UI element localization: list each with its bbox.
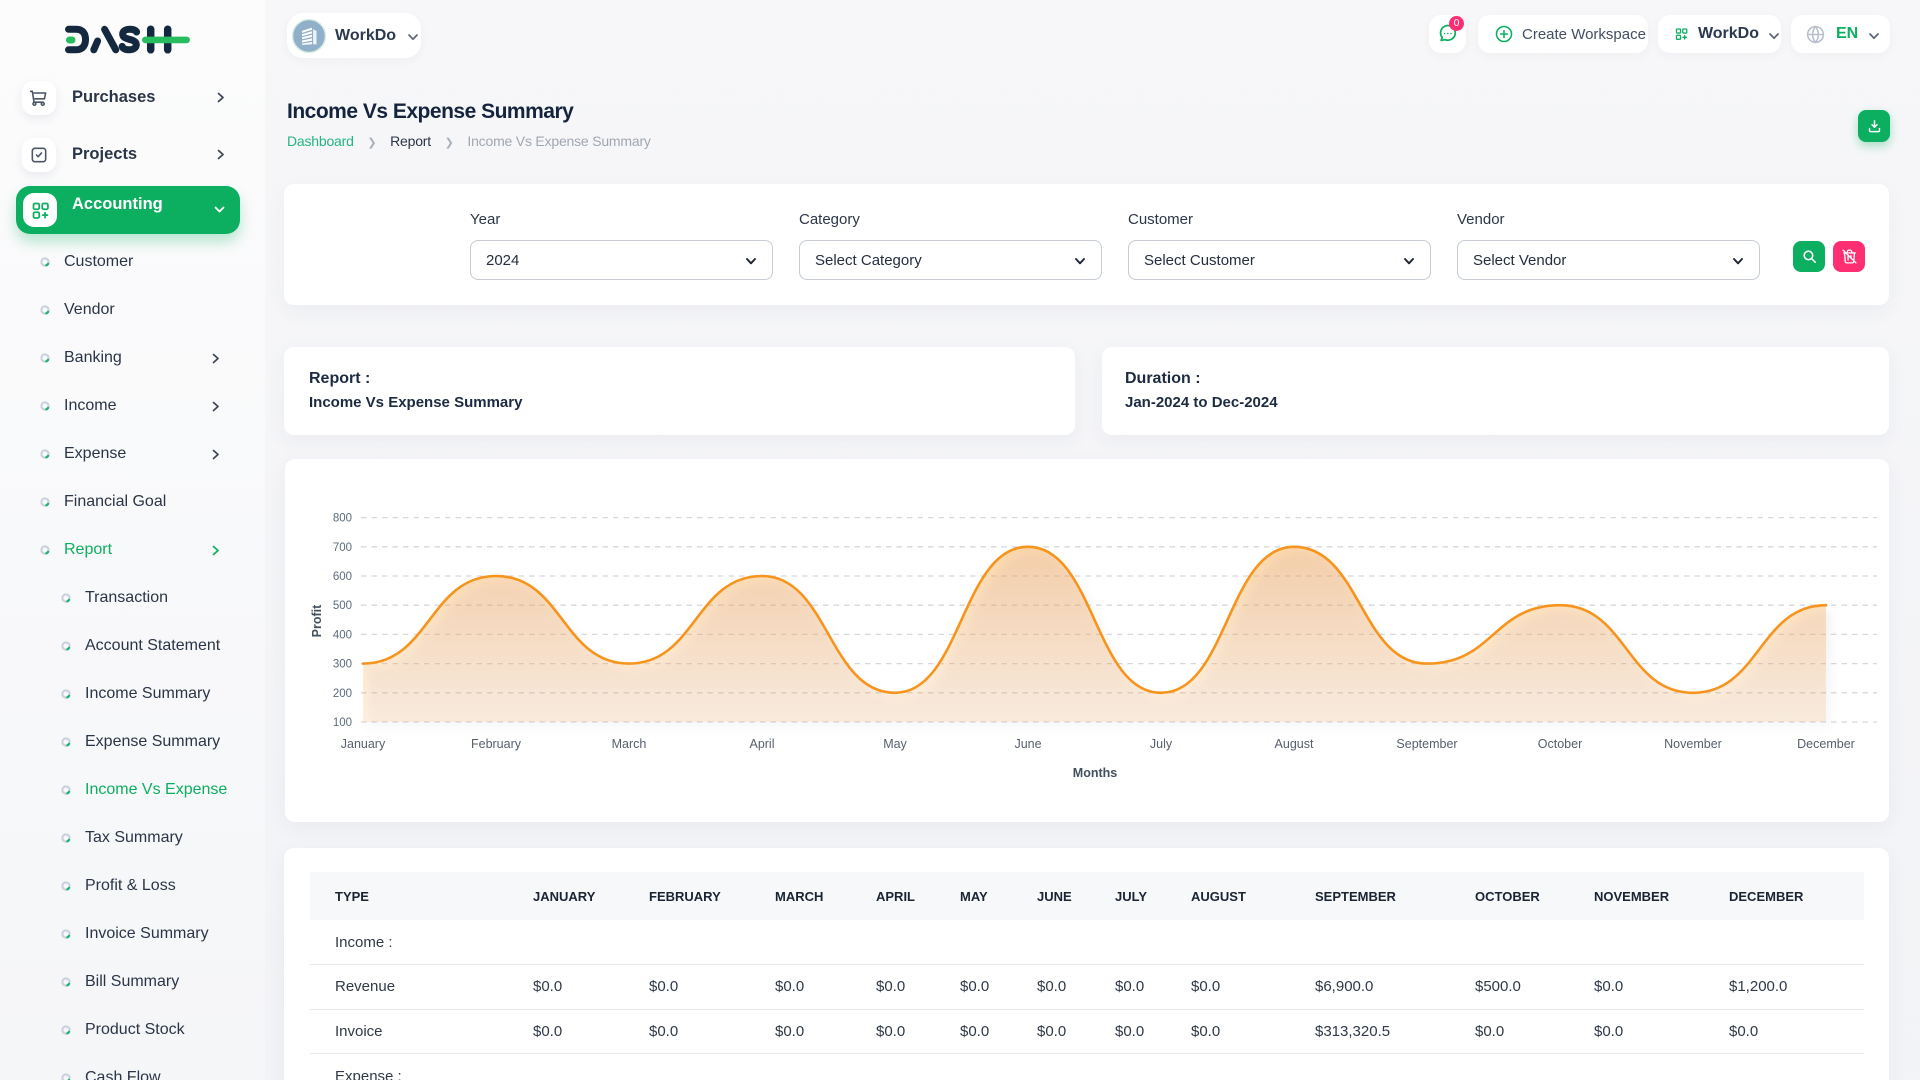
svg-text:July: July xyxy=(1150,737,1173,751)
svg-text:700: 700 xyxy=(333,542,352,554)
svg-text:November: November xyxy=(1664,737,1722,751)
svg-text:January: January xyxy=(341,737,386,751)
svg-text:October: October xyxy=(1538,737,1582,751)
svg-text:200: 200 xyxy=(333,688,352,700)
svg-text:June: June xyxy=(1014,737,1041,751)
svg-text:100: 100 xyxy=(333,717,352,729)
svg-text:December: December xyxy=(1797,737,1855,751)
svg-text:April: April xyxy=(749,737,774,751)
svg-text:300: 300 xyxy=(333,659,352,671)
svg-text:600: 600 xyxy=(333,571,352,583)
svg-text:August: August xyxy=(1275,737,1314,751)
svg-text:400: 400 xyxy=(333,629,352,641)
svg-text:500: 500 xyxy=(333,600,352,612)
svg-text:February: February xyxy=(471,737,522,751)
svg-text:800: 800 xyxy=(333,513,352,525)
svg-text:Months: Months xyxy=(1073,766,1117,780)
svg-text:September: September xyxy=(1396,737,1457,751)
svg-text:May: May xyxy=(883,737,907,751)
svg-text:March: March xyxy=(612,737,647,751)
svg-text:Profit: Profit xyxy=(310,604,324,637)
